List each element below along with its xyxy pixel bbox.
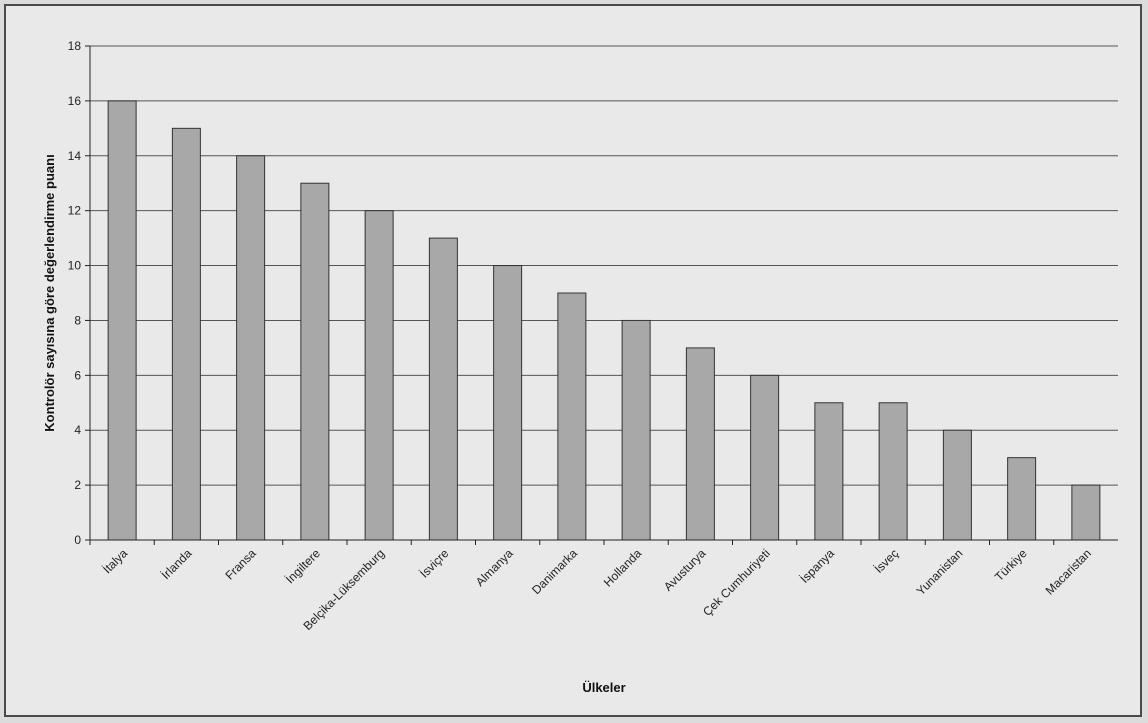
x-tick-label: İtalya: [100, 546, 130, 576]
x-tick-label: Çek Cumhuriyeti: [700, 546, 773, 619]
bars: [107, 100, 1101, 541]
x-tick-label: Türkiye: [992, 546, 1030, 584]
bar: [364, 210, 394, 541]
x-tick-labels: İtalya İrlanda Fransa İngiltereBelçika-Lüks…: [89, 540, 1094, 633]
y-tick-label: 2: [74, 478, 81, 492]
y-tick-labels: 0 2 4 6 8 10 12 14 16 18: [68, 39, 90, 547]
y-axis-title: Kontrolör sayısına göre değerlendirme pu…: [42, 154, 57, 431]
x-tick-label: Hollanda: [601, 546, 645, 590]
bar: [814, 402, 844, 541]
x-tick-label: İspanya: [797, 546, 837, 586]
y-tick-label: 4: [74, 423, 81, 437]
x-tick-label: İsveç: [872, 546, 902, 576]
y-tick-label: 12: [68, 204, 82, 218]
bar: [557, 292, 587, 541]
y-tick-label: 10: [68, 259, 82, 273]
y-tick-label: 8: [74, 313, 81, 327]
x-tick-label: İrlanda: [159, 546, 195, 582]
bar: [942, 429, 972, 541]
bar: [1007, 457, 1037, 541]
x-axis-title: Ülkeler: [582, 680, 625, 695]
chart-frame: 0 2 4 6 8 10 12 14 16 18 İtalya İrlanda Fransa İngil…: [4, 4, 1142, 717]
bar: [428, 237, 458, 541]
y-tick-label: 18: [68, 39, 82, 53]
x-tick-label: Danimarka: [529, 546, 580, 597]
bar: [685, 347, 715, 541]
y-tick-label: 16: [68, 94, 82, 108]
x-tick-label: Avusturya: [661, 546, 709, 594]
y-tick-label: 14: [68, 149, 82, 163]
x-tick-label: Macaristan: [1043, 546, 1094, 597]
x-tick-label: İngiltere: [283, 546, 323, 586]
bar: [236, 155, 266, 541]
bar: [300, 182, 330, 541]
x-tick-label: Almanya: [473, 546, 516, 589]
bar: [493, 265, 523, 541]
bar: [1071, 484, 1101, 541]
x-tick-label: Fransa: [222, 546, 259, 583]
y-tick-label: 6: [74, 368, 81, 382]
y-tick-label: 0: [74, 533, 81, 547]
bar: [171, 127, 201, 541]
bar: [107, 100, 137, 541]
x-tick-label: Yunanistan: [914, 546, 966, 598]
bar: [878, 402, 908, 541]
bar: [750, 374, 780, 541]
bar: [621, 319, 651, 541]
x-tick-label: İsviçre: [417, 546, 452, 581]
bar-chart: 0 2 4 6 8 10 12 14 16 18 İtalya İrlanda Fransa İngil…: [42, 39, 1118, 695]
